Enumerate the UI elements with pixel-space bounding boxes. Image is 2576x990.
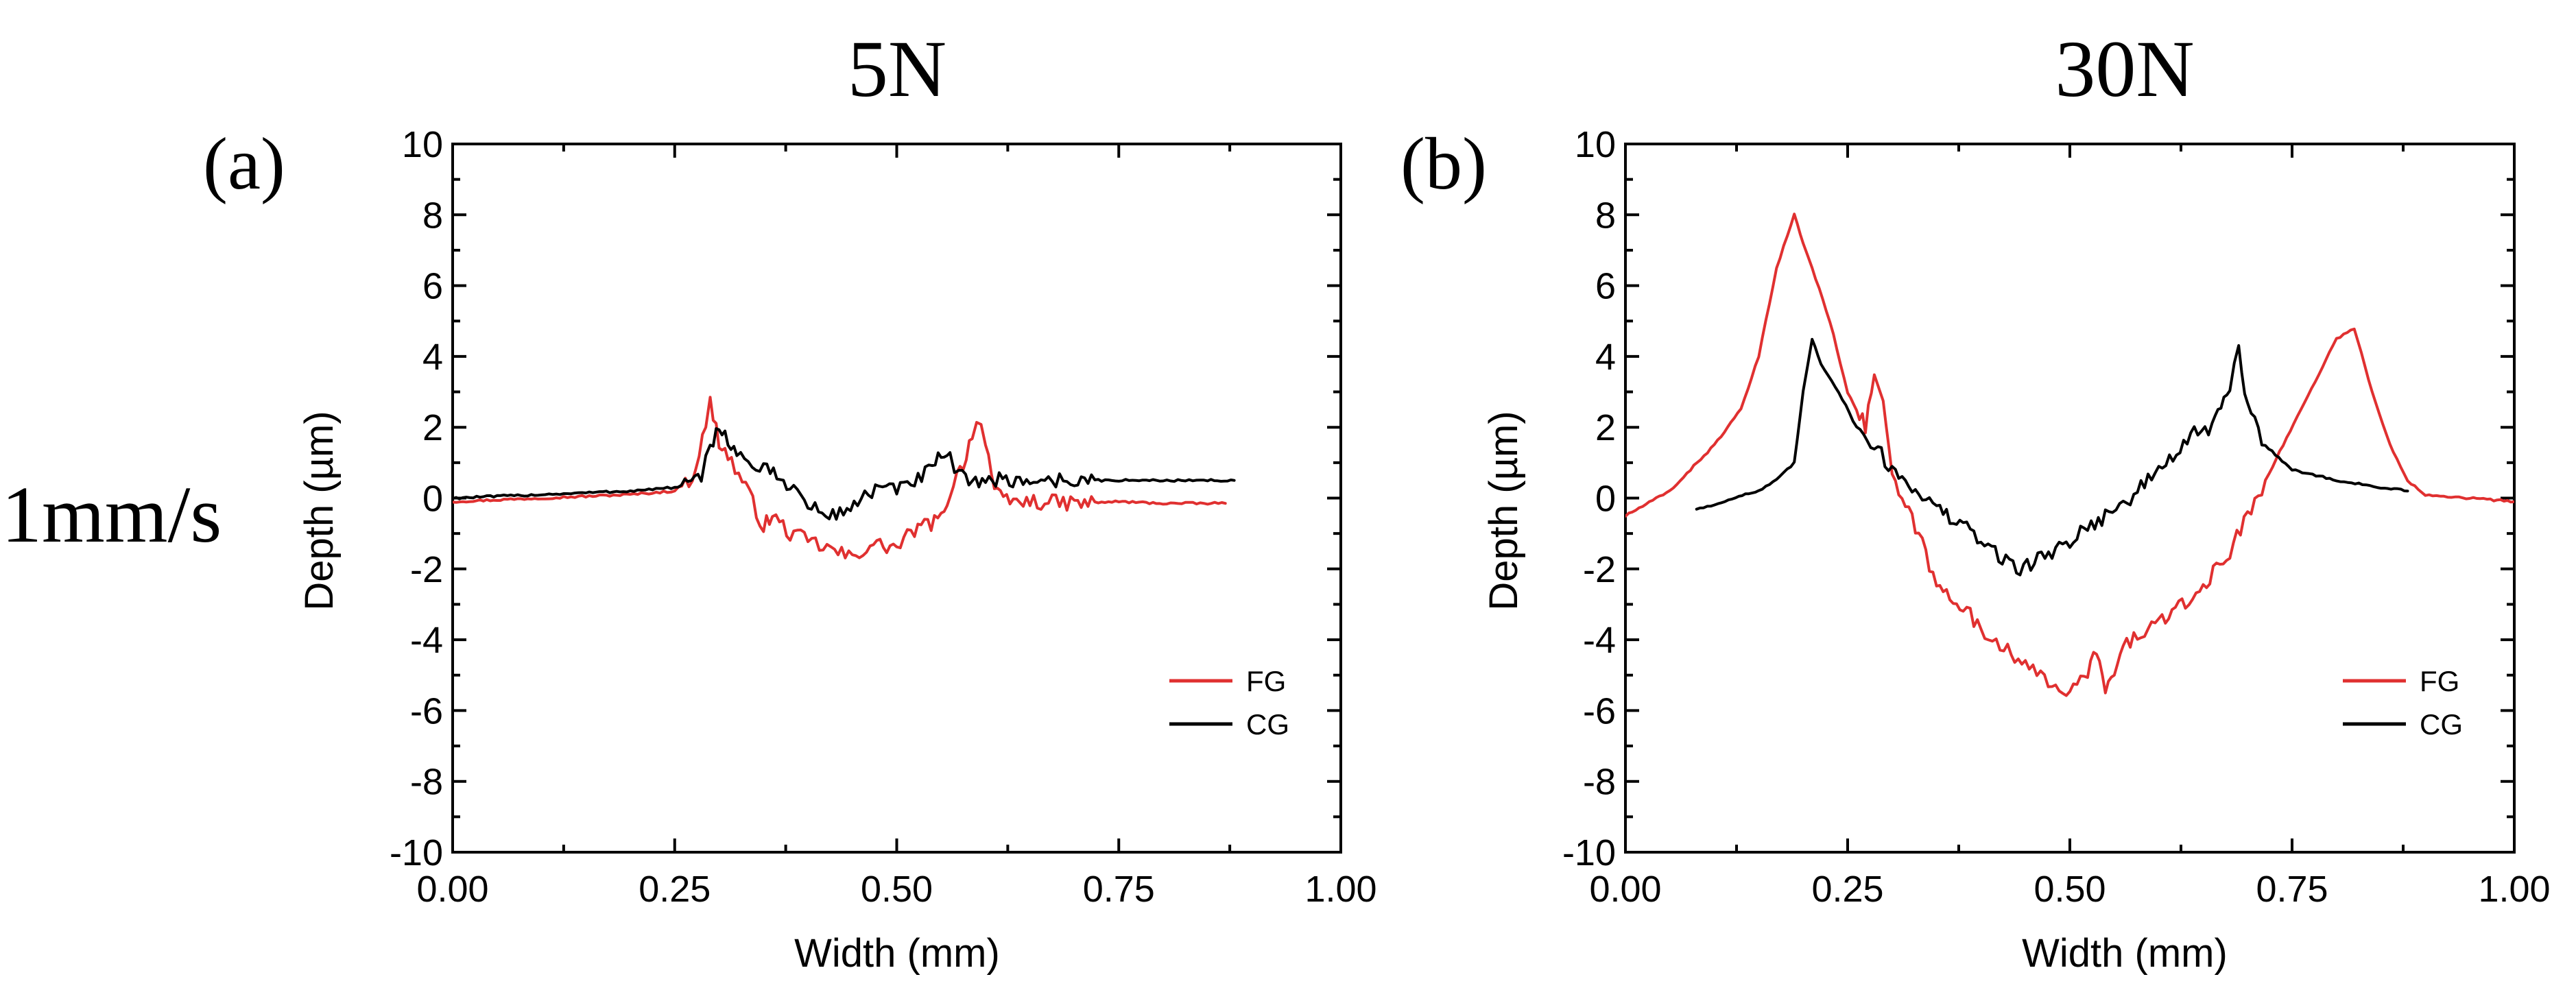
panel-b-y-tick-label: -2 <box>1583 549 1616 590</box>
panel-b-y-tick-label: 10 <box>1575 124 1616 165</box>
panel-b-x-axis-title: Width (mm) <box>2022 931 2228 976</box>
panel-b-y-tick-label: 0 <box>1595 479 1616 520</box>
panel-b-legend-fg-label: FG <box>2420 665 2459 697</box>
panel-b-y-tick-label: 4 <box>1595 337 1616 378</box>
panel-a-x-axis-title: Width (mm) <box>794 931 1000 976</box>
row-label: 1mm/s <box>1 470 222 559</box>
panel-a-y-axis-title: Depth (µm) <box>297 411 342 610</box>
panel-b-y-tick-label: 6 <box>1595 266 1616 307</box>
panel-a-series-fg-line <box>453 396 1227 559</box>
panel-a-y-tick-label: -8 <box>410 762 443 803</box>
panel-b-plot-frame <box>1624 143 2516 854</box>
panel-b-y-tick-label: -8 <box>1583 762 1616 803</box>
panel-b-x-tick-label: 0.75 <box>2256 869 2328 910</box>
panel-a-legend-cg-label: CG <box>1246 708 1289 740</box>
panel-a-x-tick-label: 0.75 <box>1083 869 1155 910</box>
panel-a-label: (a) <box>203 123 285 205</box>
panel-b-label: (b) <box>1400 123 1487 205</box>
panel-a-y-tick-label: 2 <box>422 407 443 448</box>
panel-b-legend-cg-label: CG <box>2420 708 2463 740</box>
panel-b-y-tick-label: -4 <box>1583 620 1616 661</box>
panel-a-x-tick-label: 1.00 <box>1304 869 1376 910</box>
panel-a-y-tick-label: -4 <box>410 620 443 661</box>
panel-b-title: 30N <box>2055 24 2194 114</box>
panel-b-y-tick-label: -6 <box>1583 690 1616 732</box>
panel-a-y-tick-label: 0 <box>422 479 443 520</box>
panel-b-x-tick-label: 1.00 <box>2478 869 2550 910</box>
panel-a-y-tick-label: 10 <box>402 124 443 165</box>
panel-a-y-tick-label: 8 <box>422 195 443 236</box>
panel-a-y-tick-label: 4 <box>422 337 443 378</box>
panel-a-y-tick-label: -2 <box>410 549 443 590</box>
panel-a-y-tick-label: 6 <box>422 266 443 307</box>
panel-a: 5N (a) Width (mm) Depth (µm) 0.00 0.25 0.5… <box>203 24 1377 976</box>
panel-a-title: 5N <box>848 24 946 114</box>
panel-a-y-tick-label: -6 <box>410 690 443 732</box>
panel-b-y-tick-label: 8 <box>1595 195 1616 236</box>
panel-a-x-tick-label: 0.25 <box>639 869 711 910</box>
panel-a-y-tick-label: -10 <box>390 832 443 873</box>
panel-a-x-tick-label: 0.50 <box>861 869 933 910</box>
panel-b: 30N (b) Width (mm) Depth (µm) 0.00 0.25 0.… <box>1400 24 2551 976</box>
panel-b-y-tick-label: -10 <box>1562 832 1616 873</box>
panel-b-series-cg-line <box>1695 337 2409 577</box>
panel-b-y-axis-title: Depth (µm) <box>1481 411 1526 610</box>
panel-a-series-cg-line <box>453 427 1236 521</box>
panel-b-y-tick-label: 2 <box>1595 407 1616 448</box>
panel-b-x-tick-label: 0.25 <box>1811 869 1883 910</box>
panel-b-series-fg-line <box>1625 213 2514 697</box>
panel-b-x-tick-label: 0.00 <box>1589 869 1661 910</box>
panel-b-x-tick-label: 0.50 <box>2034 869 2106 910</box>
panel-a-legend-fg-label: FG <box>1246 665 1286 697</box>
panel-a-x-tick-label: 0.00 <box>416 869 488 910</box>
